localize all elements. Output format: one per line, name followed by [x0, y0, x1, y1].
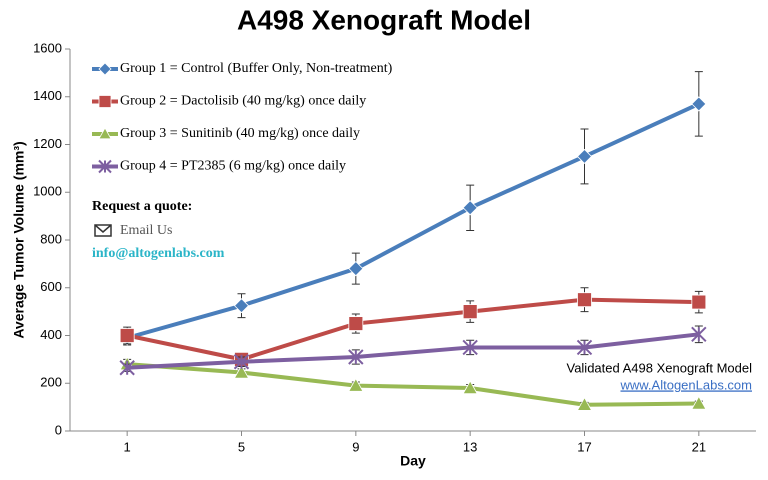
y-tick-label: 200: [40, 375, 62, 390]
legend-swatch-marker: [98, 95, 112, 108]
y-axis-label: Average Tumor Volume (mm³): [11, 141, 27, 338]
marker: [691, 294, 707, 310]
marker: [691, 326, 707, 343]
watermark: Validated A498 Xenograft Model: [566, 360, 752, 375]
marker: [348, 261, 364, 277]
marker: [577, 292, 592, 308]
marker: [691, 395, 707, 410]
marker: [233, 364, 250, 379]
marker: [348, 316, 364, 331]
legend-label: Group 1 = Control (Buffer Only, Non-trea…: [120, 61, 393, 76]
website-link[interactable]: www.AltogenLabs.com: [619, 377, 752, 392]
legend-swatch-marker: [98, 159, 112, 174]
legend-swatch-marker: [98, 62, 112, 76]
marker: [119, 360, 135, 376]
x-axis-label: Day: [400, 453, 426, 469]
marker: [462, 304, 478, 320]
marker: [348, 349, 364, 365]
marker: [233, 298, 250, 314]
series-line: [126, 102, 700, 340]
marker: [119, 328, 135, 343]
y-tick-label: 600: [40, 279, 62, 294]
quote-label: Request a quote:: [92, 199, 192, 214]
y-tick-label: 1200: [33, 136, 62, 151]
y-tick-label: 400: [40, 327, 62, 342]
x-tick-label: 17: [577, 439, 591, 454]
email-icon: [94, 224, 112, 237]
legend-label: Group 4 = PT2385 (6 mg/kg) once daily: [120, 159, 346, 174]
y-tick-label: 800: [40, 231, 62, 246]
series-line: [126, 297, 699, 362]
series-line: [127, 362, 699, 407]
marker: [576, 148, 593, 165]
legend-label: Group 2 = Dactolisib (40 mg/kg) once dai…: [120, 94, 366, 109]
email-link[interactable]: Email Us: [120, 223, 173, 238]
legend-label: Group 3 = Sunitinib (40 mg/kg) once dail…: [120, 126, 360, 141]
series-line: [127, 332, 700, 370]
y-tick-label: 1400: [33, 88, 62, 103]
x-tick-label: 9: [352, 439, 359, 454]
x-tick-label: 21: [692, 439, 706, 454]
marker: [462, 380, 478, 395]
legend-swatch-marker: [98, 127, 112, 140]
y-tick-label: 1600: [33, 40, 62, 55]
y-tick-label: 0: [55, 422, 62, 437]
marker: [233, 354, 250, 370]
email-address[interactable]: info@altogenlabs.com: [92, 246, 225, 261]
marker: [462, 200, 478, 216]
marker: [348, 377, 364, 392]
x-tick-label: 1: [124, 439, 131, 454]
email-icon-flap: [94, 224, 112, 233]
chart-title: A498 Xenograft Model: [237, 4, 531, 35]
x-tick-label: 13: [463, 439, 477, 454]
y-tick-label: 1000: [33, 184, 62, 199]
marker: [462, 339, 478, 356]
marker: [576, 339, 593, 356]
marker: [576, 396, 593, 411]
marker: [691, 96, 707, 112]
x-tick-label: 5: [238, 439, 245, 454]
